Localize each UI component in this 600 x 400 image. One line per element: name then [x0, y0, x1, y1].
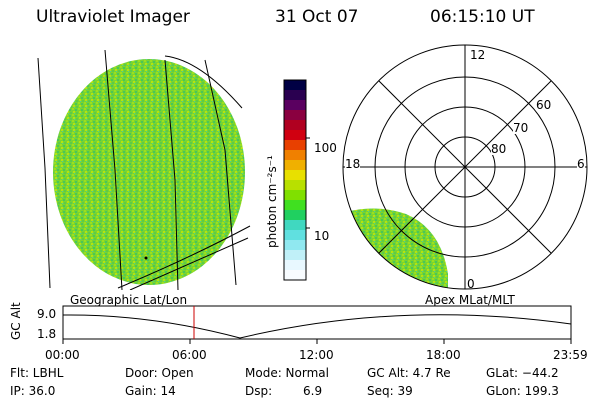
info-flt: Flt: LBHL [10, 366, 64, 380]
colorbar-segment [284, 200, 306, 211]
colorbar-segment [284, 220, 306, 231]
colorbar-segment [284, 190, 306, 201]
polar-grid [342, 44, 588, 290]
altitude-plot [62, 305, 572, 344]
info-ip: IP: 36.0 [10, 384, 56, 398]
colorbar-segment [284, 130, 306, 141]
colorbar-segment [284, 90, 306, 101]
info-gcalt: GC Alt: 4.7 Re [367, 366, 451, 380]
colorbar-segment [284, 210, 306, 221]
geo-grid-lines [37, 49, 251, 290]
colorbar [283, 79, 310, 281]
colorbar-segment [284, 250, 306, 261]
lat-label-80: 80 [491, 142, 507, 156]
altitude-curve [62, 314, 572, 339]
xtick-00: 00:00 [45, 348, 80, 362]
altitude-ytick-9: 9.0 [37, 307, 57, 321]
geo-auroral-disk [53, 59, 245, 285]
colorbar-tick-10: 10 [314, 229, 330, 243]
geographic-caption: Geographic Lat/Lon [70, 293, 188, 307]
altitude-ytick-1-8: 1.8 [37, 327, 57, 341]
time: 06:15:10 UT [430, 7, 535, 27]
xtick-18: 18:00 [426, 348, 461, 362]
altitude-plot-frame [62, 305, 572, 340]
mlt-label-12: 12 [470, 48, 486, 62]
colorbar-segment [284, 270, 306, 281]
xtick-2359: 23:59 [553, 348, 588, 362]
mlt-label-18: 18 [345, 157, 361, 171]
altitude-ylabel: GC Alt [9, 302, 23, 340]
title: Ultraviolet Imager [36, 7, 190, 27]
colorbar-segment [284, 120, 306, 131]
date: 31 Oct 07 [275, 7, 359, 27]
mlt-label-6: 6 [577, 157, 585, 171]
xtick-12: 12:00 [299, 348, 334, 362]
polar-plot [342, 44, 588, 290]
colorbar-segment [284, 260, 306, 271]
colorbar-segment [284, 110, 306, 121]
colorbar-segment [284, 230, 306, 241]
info-mode: Mode: Normal [245, 366, 329, 380]
apex-caption: Apex MLat/MLT [425, 293, 515, 307]
colorbar-segment [284, 100, 306, 111]
info-seq: Seq: 39 [367, 384, 413, 398]
colorbar-segment [284, 240, 306, 251]
lat-label-60: 60 [536, 98, 552, 112]
info-dsp-label: Dsp: [245, 384, 273, 398]
colorbar-segment [284, 180, 306, 191]
colorbar-segment [284, 80, 306, 91]
info-dsp-value: 6.9 [303, 384, 323, 398]
colorbar-tick-100: 100 [314, 141, 337, 155]
colorbar-segment [284, 160, 306, 171]
colorbar-label: photon cm⁻²s⁻¹ [265, 155, 279, 248]
lat-label-70: 70 [513, 121, 529, 135]
info-glon: GLon: 199.3 [486, 384, 559, 398]
mlt-label-0: 0 [467, 277, 475, 291]
colorbar-frame [283, 79, 307, 281]
info-gain: Gain: 14 [125, 384, 176, 398]
colorbar-segment [284, 170, 306, 181]
info-door: Door: Open [125, 366, 194, 380]
xtick-06: 06:00 [172, 348, 207, 362]
colorbar-segment [284, 150, 306, 161]
info-glat: GLat: −44.2 [486, 366, 559, 380]
colorbar-segment [284, 140, 306, 151]
